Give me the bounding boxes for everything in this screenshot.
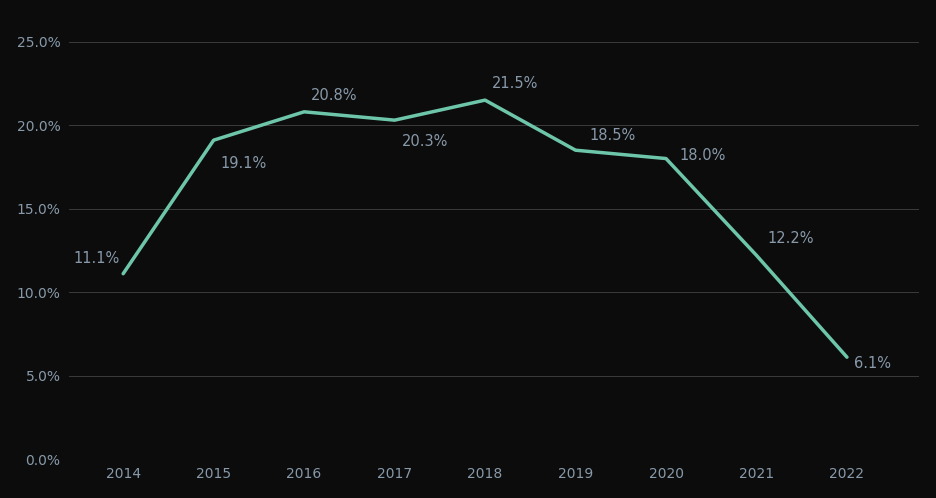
- Text: 11.1%: 11.1%: [73, 251, 120, 266]
- Text: 6.1%: 6.1%: [855, 357, 891, 372]
- Text: 18.5%: 18.5%: [589, 127, 636, 143]
- Text: 20.3%: 20.3%: [402, 134, 448, 149]
- Text: 19.1%: 19.1%: [221, 156, 267, 171]
- Text: 21.5%: 21.5%: [492, 76, 539, 91]
- Text: 18.0%: 18.0%: [680, 148, 726, 163]
- Text: 20.8%: 20.8%: [312, 88, 358, 103]
- Text: 12.2%: 12.2%: [768, 231, 813, 246]
